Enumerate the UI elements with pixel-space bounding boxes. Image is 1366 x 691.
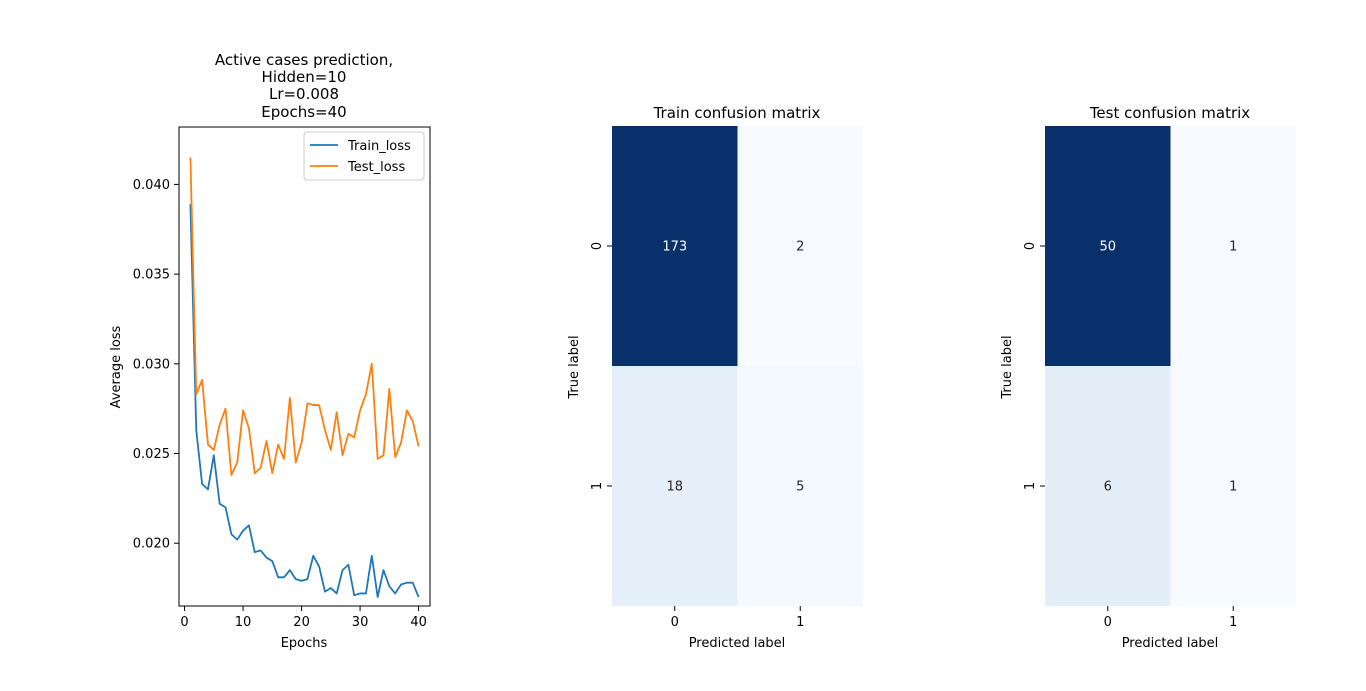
y-tick-label: 0.040 [133,178,170,193]
y-tick-label: 1 [1023,482,1038,490]
loss-y-ticks: 0.020 0.025 0.030 0.035 0.040 [133,178,179,552]
legend-label-test-loss: Test_loss [347,160,405,175]
train-y-axis-label: True label [567,335,582,399]
loss-x-axis-label: Epochs [281,636,328,651]
test-matrix-title: Test confusion matrix [1089,104,1250,122]
train-x-axis-label: Predicted label [689,636,786,651]
train-confusion-matrix: Train confusion matrix 173 2 18 5 0 1 0 1 Predi… [567,104,863,651]
y-tick-label: 0 [590,242,605,250]
y-tick-label: 0.025 [133,447,170,462]
matrix-cell-value: 6 [1104,480,1112,495]
matrix-cell [1170,366,1296,606]
x-tick-label: 1 [1229,615,1237,630]
matrix-cell [612,126,738,366]
loss-plot-frame [178,126,431,607]
train-matrix-title: Train confusion matrix [653,104,821,122]
loss-chart-title-line-3: Lr=0.008 [269,85,339,103]
loss-x-ticks: 0 10 20 30 40 [180,606,427,630]
y-tick-label: 0.035 [133,268,170,283]
test-y-axis-label: True label [1000,335,1015,399]
x-tick-label: 0 [180,615,188,630]
matrix-cell [737,366,863,606]
matrix-cell-value: 173 [662,240,687,255]
x-tick-label: 30 [352,615,369,630]
matrix-cell-value: 2 [796,240,804,255]
legend-box [303,131,425,181]
matrix-cell-value: 18 [666,480,683,495]
matrix-cell-value: 50 [1099,240,1116,255]
y-tick-label: 0 [1023,242,1038,250]
y-tick-label: 1 [590,482,605,490]
loss-series-lines [189,157,420,598]
matrix-cell [1045,126,1171,366]
train-matrix-cells: 173 2 18 5 0 1 0 1 [590,126,863,630]
x-tick-label: 10 [235,615,252,630]
loss-chart-title-line-2: Hidden=10 [262,68,347,86]
loss-y-axis-label: Average loss [109,325,124,408]
matrix-cell-value: 1 [1229,240,1237,255]
x-tick-label: 40 [410,615,427,630]
matrix-cell [612,366,738,606]
loss-legend: Train_loss Test_loss [303,131,425,181]
matrix-cell [1045,366,1171,606]
test-x-axis-label: Predicted label [1122,636,1219,651]
loss-chart-title-line-1: Active cases prediction, [215,51,393,69]
test-confusion-matrix: Test confusion matrix 50 1 6 1 0 1 0 1 Predicte… [1000,104,1296,651]
loss-chart-title-line-4: Epochs=40 [261,103,346,121]
x-tick-label: 1 [796,615,804,630]
matrix-cell [1170,126,1296,366]
y-tick-label: 0.020 [133,537,170,552]
matrix-cell [737,126,863,366]
x-tick-label: 20 [293,615,310,630]
matrix-cell-value: 5 [796,480,804,495]
series-line-test-loss [189,157,420,476]
x-tick-label: 0 [1104,615,1112,630]
test-matrix-cells: 50 1 6 1 0 1 0 1 [1023,126,1296,630]
series-line-train-loss [189,204,420,598]
loss-chart: Active cases prediction, Hidden=10 Lr=0.… [109,51,431,651]
matrix-cell-value: 1 [1229,480,1237,495]
legend-label-train-loss: Train_loss [347,139,411,154]
x-tick-label: 0 [671,615,679,630]
y-tick-label: 0.030 [133,357,170,372]
